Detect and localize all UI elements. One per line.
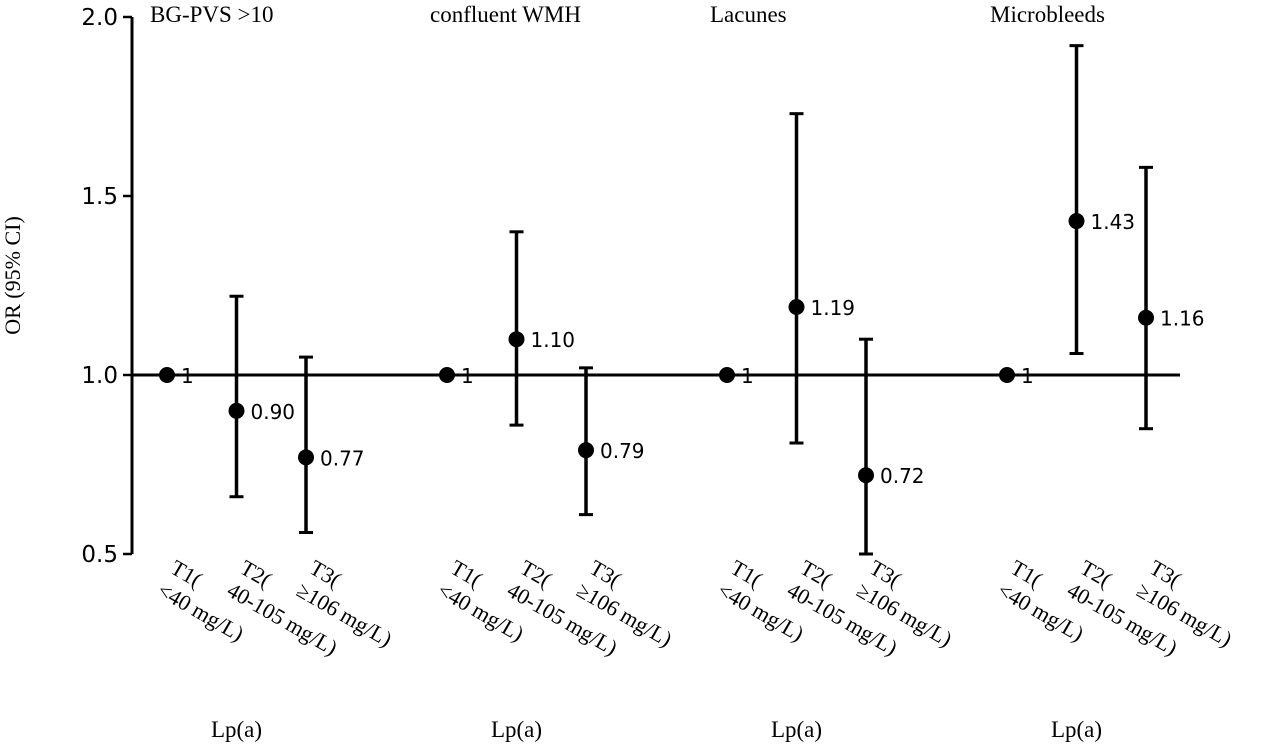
data-point: [858, 467, 874, 484]
axes: [123, 15, 1180, 556]
y-tick-label: 2.0: [81, 5, 118, 31]
group-x-label: Lp(a): [1051, 717, 1102, 742]
data-label: 0.72: [880, 464, 925, 488]
group-x-label: Lp(a): [211, 717, 262, 742]
data-label: 1: [1021, 364, 1034, 388]
data-label: 1: [181, 364, 194, 388]
data-label: 1: [461, 364, 474, 388]
group-title: Lacunes: [710, 2, 787, 27]
data-point: [719, 367, 735, 383]
data-point: [508, 331, 525, 348]
y-tick-label: 1.0: [81, 363, 118, 389]
data-point: [439, 367, 455, 383]
data-label: 1.10: [531, 328, 576, 352]
y-axis-label: OR (95% CI): [0, 216, 25, 335]
data-point: [159, 367, 175, 383]
group-title: confluent WMH: [430, 2, 581, 27]
group-title: BG-PVS >10: [150, 2, 274, 27]
data-point: [999, 367, 1015, 383]
data-label: 0.90: [251, 400, 296, 424]
plot-marks: [159, 44, 1154, 556]
data-label: 0.77: [320, 446, 365, 470]
text-labels: 0.51.01.52.0OR (95% CI)BG-PVS >101T1(<40…: [0, 2, 1236, 742]
data-label: 1.16: [1160, 307, 1205, 331]
data-label: 1: [741, 364, 754, 388]
data-point: [298, 449, 314, 466]
data-label: 1.43: [1091, 210, 1136, 234]
data-point: [578, 442, 594, 459]
data-point: [1138, 309, 1154, 326]
data-label: 0.79: [600, 439, 645, 463]
data-label: 1.19: [811, 296, 856, 320]
y-tick-label: 0.5: [81, 542, 118, 568]
y-tick-label: 1.5: [81, 184, 118, 210]
group-x-label: Lp(a): [491, 717, 542, 742]
group-x-label: Lp(a): [771, 717, 822, 742]
data-point: [788, 298, 805, 315]
data-point: [228, 402, 245, 419]
data-point: [1068, 213, 1085, 230]
group-title: Microbleeds: [990, 2, 1105, 27]
